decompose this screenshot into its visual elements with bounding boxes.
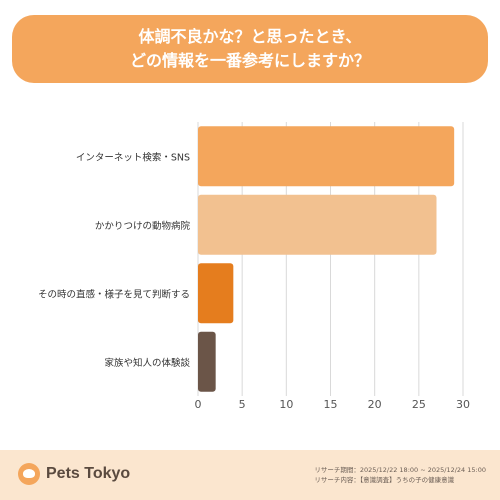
chart-title-banner: 体調不良かな？と思ったとき、 どの情報を一番参考にしますか？	[12, 15, 488, 83]
brand-name: Pets Tokyo	[46, 465, 131, 482]
x-tick-label: 25	[412, 398, 426, 410]
bar-chart: 0 5 10 15 20 25 30 インターネット検索・SNS かかりつけの動物病院その時の直…	[38, 122, 470, 410]
brand-logo: Pets Tokyo	[18, 463, 130, 485]
category-label: インターネット検索・SNS	[76, 151, 190, 163]
research-content: リサーチ内容：【意識調査】うちの子の健康意識	[314, 476, 455, 484]
paw-icon	[18, 463, 40, 485]
footer: Pets Tokyo リサーチ期間：2025/12/22 18:00 ~ 202…	[0, 450, 500, 500]
research-period: リサーチ期間：2025/12/22 18:00 ~ 2025/12/24 15:…	[314, 466, 486, 474]
x-tick-label: 10	[279, 398, 293, 410]
category-label: かかりつけの動物病院	[95, 220, 191, 232]
x-tick-label: 5	[239, 398, 246, 410]
chart-title-line-2: どの情報を一番参考にしますか？	[129, 51, 370, 70]
research-info: リサーチ期間：2025/12/22 18:00 ~ 2025/12/24 15:…	[314, 465, 486, 485]
x-tick-label: 0	[195, 398, 202, 410]
x-tick-label: 15	[324, 398, 338, 410]
x-tick-label: 30	[456, 398, 470, 410]
chart-title-line-1: 体調不良かな？と思ったとき、	[138, 27, 362, 46]
category-label: 家族や知人の体験談	[104, 357, 190, 369]
bar	[198, 194, 437, 255]
bar	[198, 331, 216, 392]
category-label: その時の直感・様子を見て判断する	[38, 288, 190, 300]
bar	[198, 126, 455, 187]
x-tick-label: 20	[368, 398, 382, 410]
bar	[198, 263, 234, 324]
